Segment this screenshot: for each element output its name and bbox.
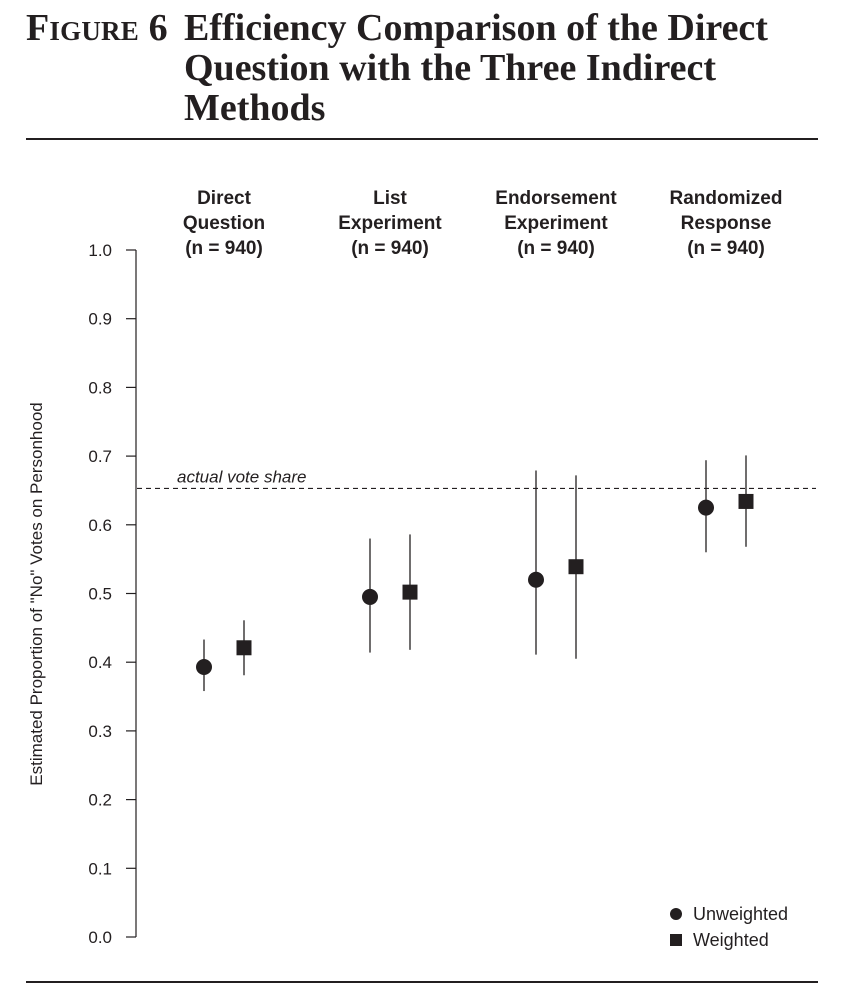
category-label-0-line-2: (n = 940) [185, 238, 263, 259]
legend: Unweighted Weighted [670, 904, 788, 950]
figure-title: Efficiency Comparison of the Direct Ques… [184, 7, 768, 129]
category-label-2-line-0: Endorsement [495, 188, 617, 209]
y-tick-label-5: 0.5 [88, 585, 112, 604]
y-tick-label-3: 0.3 [88, 722, 112, 741]
y-tick-label-0: 0.0 [88, 928, 112, 947]
category-label-1-line-0: List [373, 188, 407, 209]
category-label-0-line-0: Direct [197, 188, 252, 209]
figure-label: Figure 6 [26, 7, 168, 49]
y-tick-label-7: 0.7 [88, 447, 112, 466]
y-tick-label-4: 0.4 [88, 653, 112, 672]
point-weighted-2 [568, 559, 584, 575]
reference-line: actual vote share [137, 467, 816, 489]
y-tick-label-1: 0.1 [88, 859, 112, 878]
legend-marker-unweighted [670, 908, 682, 920]
y-axis: 0.0 0.1 0.2 0.3 0.4 0.5 0.6 0.7 0.8 0.9 1.0 [88, 241, 137, 947]
data-marks [196, 455, 754, 692]
legend-label-unweighted: Unweighted [693, 904, 788, 924]
point-unweighted-3 [698, 499, 714, 516]
category-label-0-line-1: Question [183, 213, 265, 234]
point-weighted-1 [402, 584, 418, 600]
category-label-3-line-2: (n = 940) [687, 238, 765, 259]
y-tick-label-2: 0.2 [88, 791, 112, 810]
reference-line-label: actual vote share [177, 467, 306, 486]
y-tick-label-10: 1.0 [88, 241, 112, 260]
legend-label-weighted: Weighted [693, 930, 769, 950]
category-label-1-line-1: Experiment [338, 213, 442, 234]
category-label-3-line-1: Response [681, 213, 772, 234]
y-axis-label: Estimated Proportion of "No" Votes on Pe… [27, 402, 46, 785]
bottom-rule [26, 981, 818, 983]
category-label-3-line-0: Randomized [670, 188, 783, 209]
category-label-1-line-2: (n = 940) [351, 238, 429, 259]
top-rule [26, 138, 818, 140]
point-unweighted-1 [362, 588, 378, 605]
legend-marker-weighted [670, 934, 682, 946]
category-labels: Direct Question (n = 940) List Experiment (n … [183, 188, 783, 259]
category-label-2-line-1: Experiment [504, 213, 608, 234]
category-label-2-line-2: (n = 940) [517, 238, 595, 259]
y-tick-label-9: 0.9 [88, 310, 112, 329]
point-unweighted-2 [528, 571, 544, 588]
y-tick-label-8: 0.8 [88, 378, 112, 397]
point-weighted-0 [236, 640, 252, 656]
point-weighted-3 [738, 493, 754, 509]
y-tick-label-6: 0.6 [88, 516, 112, 535]
point-unweighted-0 [196, 659, 212, 676]
